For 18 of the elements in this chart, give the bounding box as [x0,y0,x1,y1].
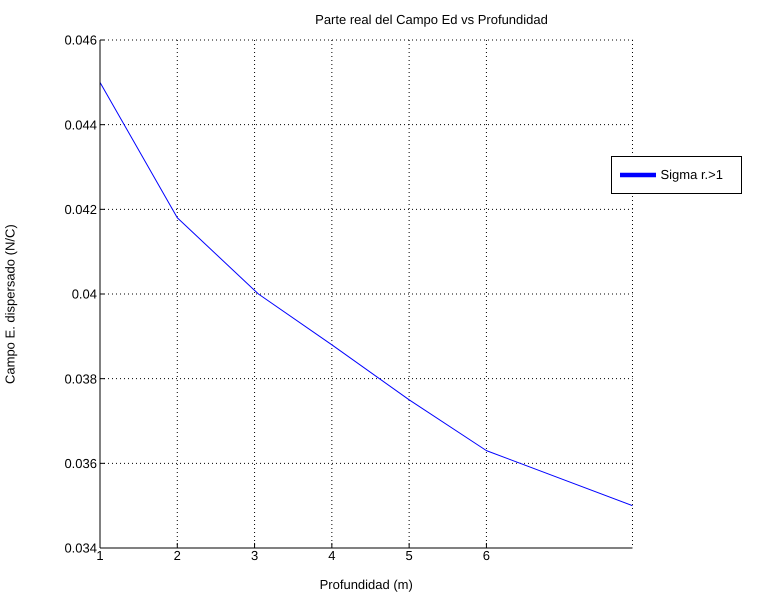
chart-title: Parte real del Campo Ed vs Profundidad [314,12,549,27]
legend-label: Sigma r.>1 [660,167,723,182]
y-axis-title: Campo E. dispersado (N/C) [2,224,18,384]
x-tick-label: 2 [174,548,181,564]
y-tick-label: 0.04 [72,286,97,302]
y-tick-label: 0.046 [64,32,97,48]
y-tick-label: 0.034 [64,540,97,556]
x-tick-label: 3 [250,548,258,564]
y-tick-label: 0.042 [64,202,97,217]
x-axis-title: Profundidad (m) [320,577,413,592]
x-tick-label: 5 [406,548,413,564]
y-tick-label: 0.038 [64,371,97,386]
line-series [100,82,632,506]
y-tick-label: 0.036 [64,456,97,471]
x-tick-label: 1 [96,548,104,564]
x-tick-label: 4 [328,548,336,564]
y-tick-label: 0.044 [64,117,97,132]
x-tick-label: 6 [482,548,490,564]
